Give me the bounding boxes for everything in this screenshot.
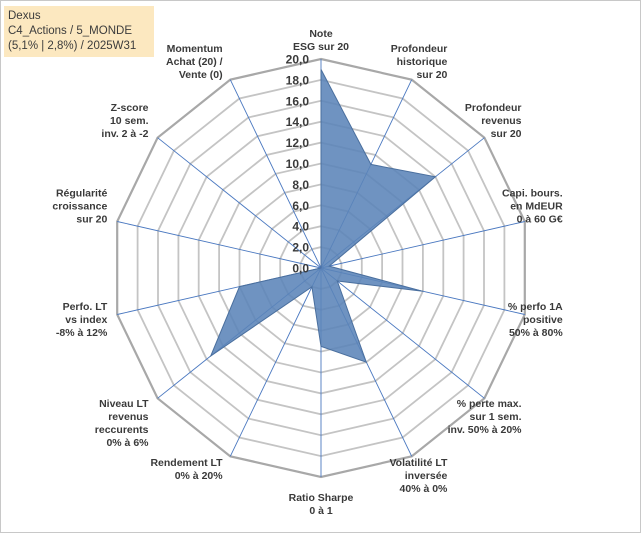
info-line-3: (5,1% | 2,8%) / 2025W31 bbox=[8, 40, 137, 52]
radar-tick-label: 4,0 bbox=[292, 220, 309, 234]
radar-axis-label-line: 0 à 1 bbox=[309, 505, 333, 517]
radar-axis-label-line: inv. 50% à 20% bbox=[448, 424, 523, 436]
radar-axis-label-line: Vente (0) bbox=[179, 69, 223, 81]
radar-spoke bbox=[117, 221, 322, 269]
radar-axis-label: % perfo 1A positive 50% à 80% bbox=[508, 301, 563, 339]
radar-axis-label-line: inv. 2 à -2 bbox=[101, 128, 148, 140]
chart-info-box: Dexus C4_Actions / 5_MONDE (5,1% | 2,8%)… bbox=[4, 6, 154, 57]
radar-axis-label-line: 50% à 80% bbox=[509, 327, 563, 339]
radar-tick-label: 6,0 bbox=[292, 199, 309, 213]
radar-spoke bbox=[229, 79, 322, 269]
radar-axis-label-line: sur 20 bbox=[491, 128, 522, 140]
radar-axis-label-line: sur 1 sem. bbox=[470, 411, 522, 423]
radar-axis-label-line: Perfo. LT bbox=[63, 301, 108, 313]
radar-axis-label-line: croissance bbox=[52, 201, 107, 213]
radar-axis-label-line: reccurents bbox=[95, 424, 149, 436]
radar-spoke bbox=[320, 267, 485, 399]
radar-tick-label: 16,0 bbox=[286, 94, 310, 108]
radar-tick-label: 2,0 bbox=[292, 241, 309, 255]
radar-tick-label: 8,0 bbox=[292, 178, 309, 192]
radar-axis-label: Régularité croissance sur 20 bbox=[52, 188, 107, 226]
radar-spoke bbox=[157, 137, 322, 269]
radar-axis-label: Z-score 10 sem. inv. 2 à -2 bbox=[101, 102, 148, 140]
radar-axis-label-line: revenus bbox=[481, 115, 521, 127]
radar-tick-label: 12,0 bbox=[286, 136, 310, 150]
radar-axis-label-line: historique bbox=[397, 56, 448, 68]
radar-tick-label: 10,0 bbox=[286, 157, 310, 171]
radar-tick-label: 14,0 bbox=[286, 115, 310, 129]
radar-axis-label: Rendement LT 0% à 20% bbox=[150, 457, 223, 482]
radar-axis-label-line: 0% à 20% bbox=[175, 470, 224, 482]
radar-axis-label-line: Profondeur bbox=[391, 43, 448, 55]
radar-axis-label-line: 40% à 0% bbox=[400, 483, 449, 495]
radar-axis-label-line: Rendement LT bbox=[150, 457, 223, 469]
radar-axis-label-line: en MdEUR bbox=[510, 201, 563, 213]
radar-series-area bbox=[209, 69, 437, 364]
radar-axis-label: Note ESG sur 20 bbox=[293, 28, 349, 53]
radar-axis-label-line: vs index bbox=[65, 314, 107, 326]
radar-axis-label: % perte max. sur 1 sem. inv. 50% à 20% bbox=[448, 398, 523, 436]
radar-axis-label-line: Niveau LT bbox=[99, 398, 149, 410]
radar-tick-label: 18,0 bbox=[286, 73, 310, 87]
radar-axis-label-line: Momentum bbox=[167, 43, 223, 55]
radar-axis-label: Capi. bours. en MdEUR 0 à 60 G€ bbox=[502, 188, 563, 226]
radar-axis-label: Ratio Sharpe 0 à 1 bbox=[289, 492, 354, 517]
radar-axis-label-line: Capi. bours. bbox=[502, 188, 563, 200]
radar-axis-label-line: ESG sur 20 bbox=[293, 41, 349, 53]
radar-axis-label: Profondeur historique sur 20 bbox=[391, 43, 448, 81]
radar-spoke bbox=[320, 221, 525, 269]
radar-axis-label-line: 10 sem. bbox=[110, 115, 149, 127]
radar-axis-label: Volatilité LT inversée 40% à 0% bbox=[389, 457, 448, 495]
radar-tick-label: 20,0 bbox=[286, 53, 310, 67]
radar-axis-label-line: Régularité bbox=[56, 188, 108, 200]
radar-axis-label-line: Z-score bbox=[111, 102, 149, 114]
radar-axis-label: Perfo. LT vs index -8% à 12% bbox=[56, 301, 108, 339]
info-line-1: Dexus bbox=[8, 10, 41, 22]
radar-axis-label-line: revenus bbox=[108, 411, 148, 423]
radar-axis-label-line: Ratio Sharpe bbox=[289, 492, 354, 504]
radar-axis-label: Momentum Achat (20) / Vente (0) bbox=[166, 43, 223, 81]
radar-axis-label-line: -8% à 12% bbox=[56, 327, 108, 339]
radar-spoke bbox=[229, 267, 322, 457]
radar-axis-label-line: Note bbox=[309, 28, 332, 40]
info-line-2: C4_Actions / 5_MONDE bbox=[8, 25, 132, 37]
radar-axis-label: Niveau LT revenus reccurents 0% à 6% bbox=[95, 398, 149, 449]
radar-axis-label-line: % perte max. bbox=[457, 398, 522, 410]
radar-axis-label-line: % perfo 1A bbox=[508, 301, 563, 313]
radar-axis-label-line: 0% à 6% bbox=[106, 437, 149, 449]
radar-axis-label: Profondeur revenus sur 20 bbox=[465, 102, 522, 140]
radar-axis-label-line: sur 20 bbox=[76, 214, 107, 226]
radar-axis-label-line: Achat (20) / bbox=[166, 56, 223, 68]
radar-axis-label-line: sur 20 bbox=[416, 69, 447, 81]
radar-axis-label-line: 0 à 60 G€ bbox=[517, 214, 563, 226]
radar-axis-label-line: Volatilité LT bbox=[389, 457, 448, 469]
radar-axis-label-line: positive bbox=[523, 314, 563, 326]
radar-axis-label-line: inversée bbox=[405, 470, 448, 482]
radar-axis-label-line: Profondeur bbox=[465, 102, 522, 114]
radar-tick-label: 0,0 bbox=[292, 262, 309, 276]
